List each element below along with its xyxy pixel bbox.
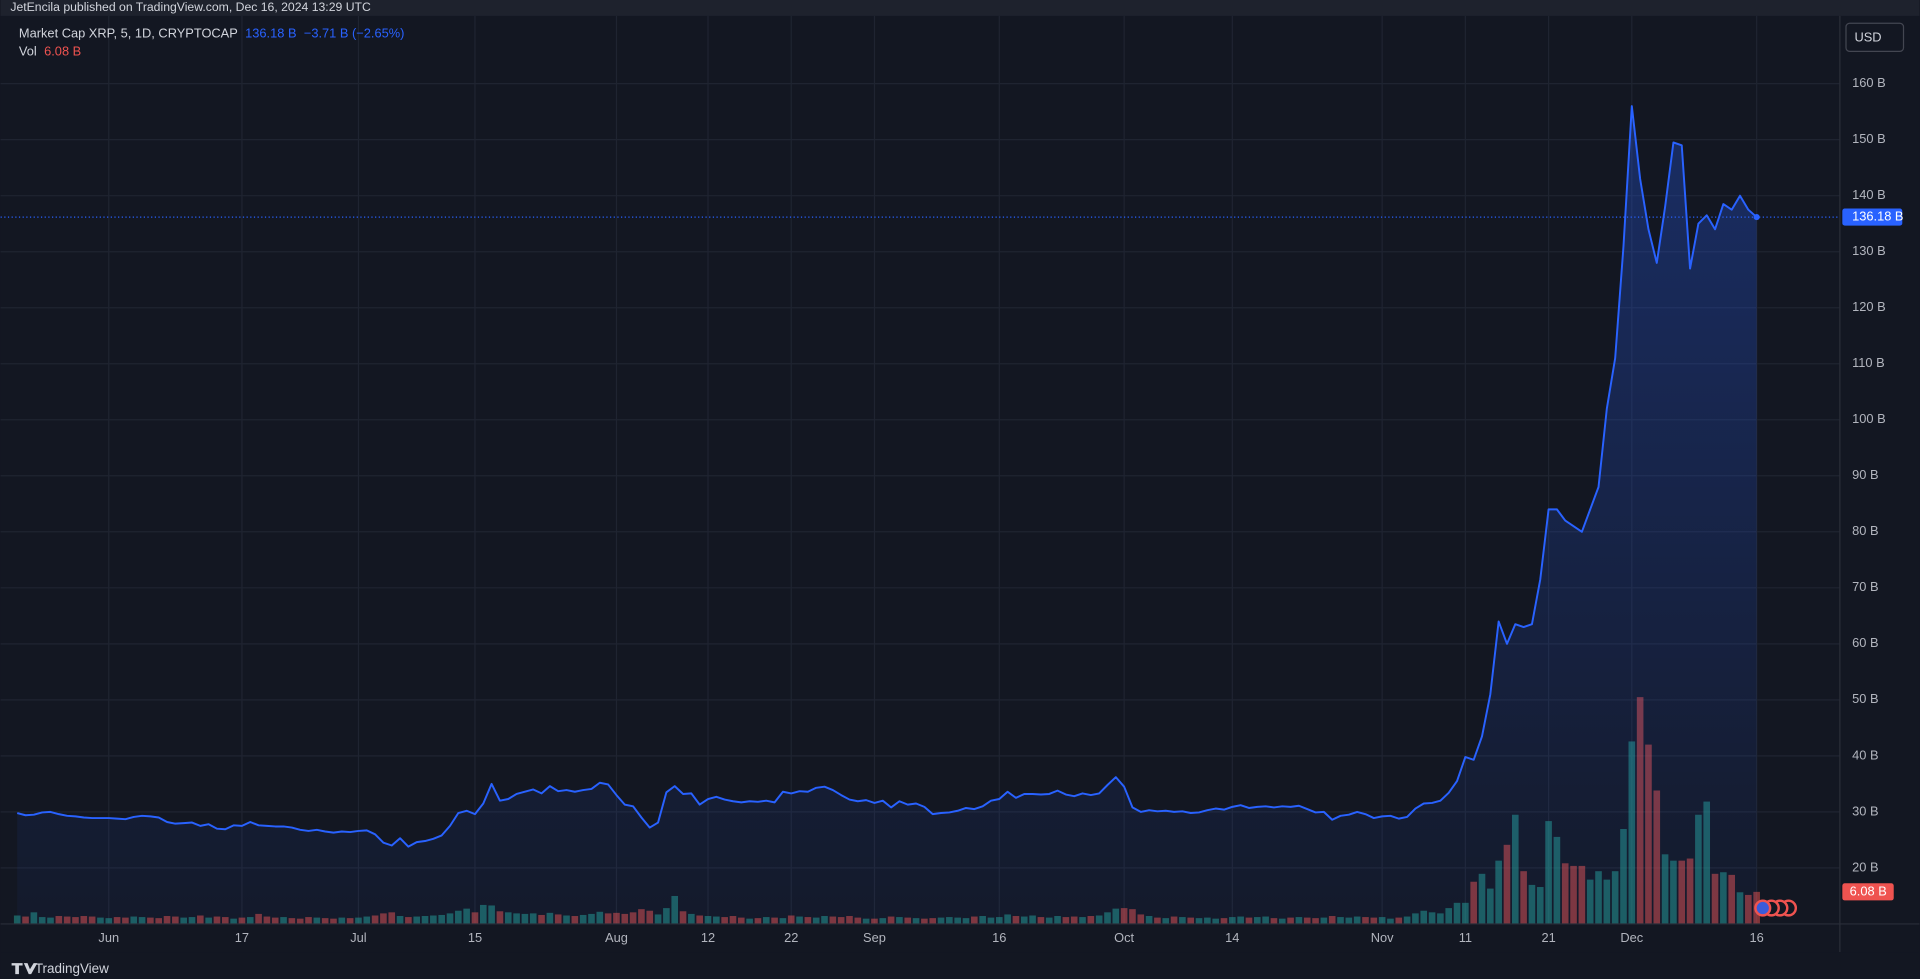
legend-line: Market Cap XRP, 5, 1D, CRYPTOCAP 136.18 B…	[19, 26, 404, 41]
line-layer	[0, 105, 1840, 924]
legend-series-name: Market Cap XRP, 5, 1D, CRYPTOCAP	[19, 26, 238, 41]
last-value-label: 136.18 B	[1852, 208, 1903, 223]
currency-label[interactable]: USD	[1854, 29, 1881, 44]
header-bar	[0, 0, 1920, 16]
y-tick-label: 110 B	[1852, 355, 1885, 370]
y-tick-label: 30 B	[1852, 803, 1878, 818]
area	[17, 106, 1757, 924]
header-text: JetEncila published on TradingView.com, …	[10, 0, 371, 14]
x-tick-label: 14	[1225, 930, 1239, 945]
x-tick-label: Jul	[350, 930, 366, 945]
last-value-box	[1842, 208, 1903, 226]
y-tick-label: 80 B	[1852, 523, 1878, 538]
footer-bar	[0, 952, 1920, 979]
x-tick-label: Oct	[1114, 930, 1134, 945]
x-tick-label: 17	[235, 930, 249, 945]
legend-volume-name: Vol	[19, 44, 37, 59]
x-tick-label: 22	[784, 930, 798, 945]
legend-volume: Vol 6.08 B	[19, 44, 81, 59]
x-tick-label: Nov	[1371, 930, 1394, 945]
footer-text: TradingView	[35, 961, 109, 976]
x-tick-label: Aug	[605, 930, 628, 945]
x-tick-label: Sep	[863, 930, 886, 945]
event-icons[interactable]	[1754, 899, 1798, 917]
footer-logo	[11, 963, 38, 975]
y-tick-label: 40 B	[1852, 747, 1878, 762]
x-tick-label: 16	[992, 930, 1006, 945]
line	[16, 105, 1758, 848]
legend-change: −3.71 B (−2.65%)	[304, 26, 405, 41]
x-tick-label: 11	[1459, 930, 1472, 945]
y-tick-label: 120 B	[1852, 299, 1886, 314]
volume-value-label: 6.08 B	[1850, 883, 1887, 898]
legend-volume-value: 6.08 B	[44, 44, 81, 59]
y-tick-label: 140 B	[1852, 187, 1886, 202]
y-tick-label: 60 B	[1852, 635, 1878, 650]
y-tick-label: 90 B	[1852, 467, 1878, 482]
x-tick-label: Dec	[1620, 930, 1643, 945]
x-tick-label: 21	[1541, 930, 1555, 945]
x-tick-label: 15	[468, 930, 482, 945]
volume-value-box	[1842, 883, 1894, 901]
x-tick-label: 12	[701, 930, 715, 945]
last-point	[1753, 214, 1760, 221]
y-tick-label: 100 B	[1852, 411, 1886, 426]
y-tick-label: 50 B	[1852, 691, 1878, 706]
x-tick-label: 16	[1750, 930, 1764, 945]
y-tick-label: 70 B	[1852, 579, 1878, 594]
event-icon[interactable]	[1754, 899, 1772, 917]
legend-last-value: 136.18 B	[245, 26, 296, 41]
y-tick-label: 160 B	[1852, 75, 1886, 90]
y-tick-label: 130 B	[1852, 243, 1886, 258]
y-tick-label: 20 B	[1852, 859, 1878, 874]
currency-button[interactable]	[1845, 22, 1905, 53]
x-tick-label: Jun	[98, 930, 119, 945]
y-tick-label: 150 B	[1852, 131, 1886, 146]
axis-layer: 20 B 30 B 40 B 50 B 60 B 70 B 80 B 90 B 100 B 110…	[98, 75, 1903, 945]
